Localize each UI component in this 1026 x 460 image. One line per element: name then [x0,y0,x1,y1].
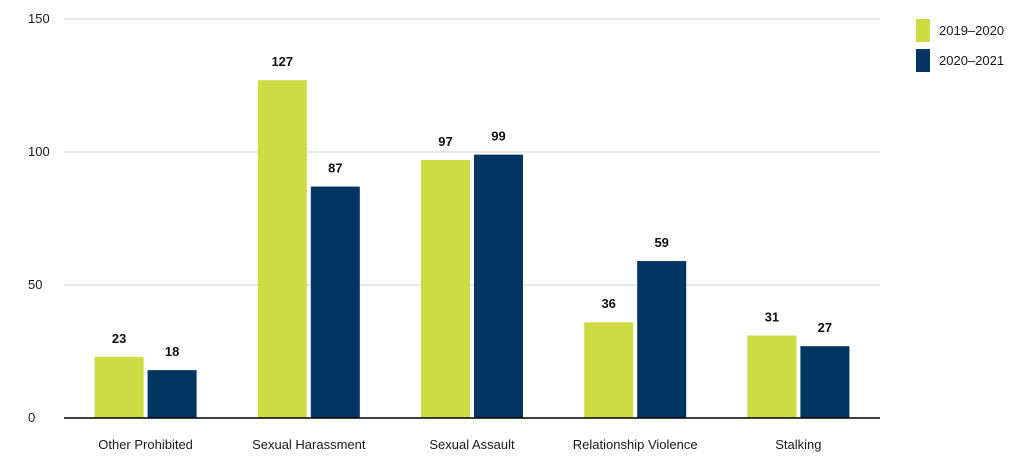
y-axis-ticks: 0 50 100 150 [28,11,50,425]
legend: 2019–2020 2020–2021 [916,19,1004,72]
data-label-1-0: 127 [271,54,293,69]
legend-label-0: 2019–2020 [939,23,1004,38]
bar-2-1 [474,154,523,418]
bar-4-0 [747,335,797,418]
bar-2-0 [421,159,470,419]
y-tick-label-100: 100 [28,144,50,159]
data-label-1-1: 87 [328,161,342,176]
data-label-3-0: 36 [601,296,615,311]
y-tick-label-0: 0 [28,410,35,425]
x-tick-label-3: Relationship Violence [573,437,698,452]
x-tick-label-2: Sexual Assault [429,437,515,452]
bar-0-1 [147,370,197,418]
x-tick-label-4: Stalking [775,437,821,452]
data-label-3-1: 59 [654,235,668,250]
x-tick-label-1: Sexual Harassment [252,437,366,452]
bars [94,80,850,419]
data-label-0-1: 18 [165,344,179,359]
bar-1-0 [257,80,307,419]
bar-1-1 [310,186,360,418]
y-tick-label-150: 150 [28,11,50,26]
bar-4-1 [800,346,850,418]
data-label-0-0: 23 [112,331,126,346]
x-axis-labels: Other Prohibited Sexual Harassment Sexual … [98,437,821,452]
y-tick-label-50: 50 [28,277,42,292]
data-label-4-0: 31 [765,310,779,325]
grid-lines [64,18,880,286]
legend-label-1: 2020–2021 [939,53,1004,68]
legend-swatch-1 [916,49,930,72]
bar-3-0 [584,322,634,418]
bar-3-1 [637,261,687,418]
data-label-2-0: 97 [438,134,452,149]
bar-0-0 [94,356,144,418]
data-label-2-1: 99 [491,129,505,144]
data-label-4-1: 27 [818,320,832,335]
x-tick-label-0: Other Prohibited [98,437,193,452]
legend-swatch-0 [916,19,930,42]
data-labels: 23 18 127 87 97 99 36 59 31 27 [112,54,832,359]
